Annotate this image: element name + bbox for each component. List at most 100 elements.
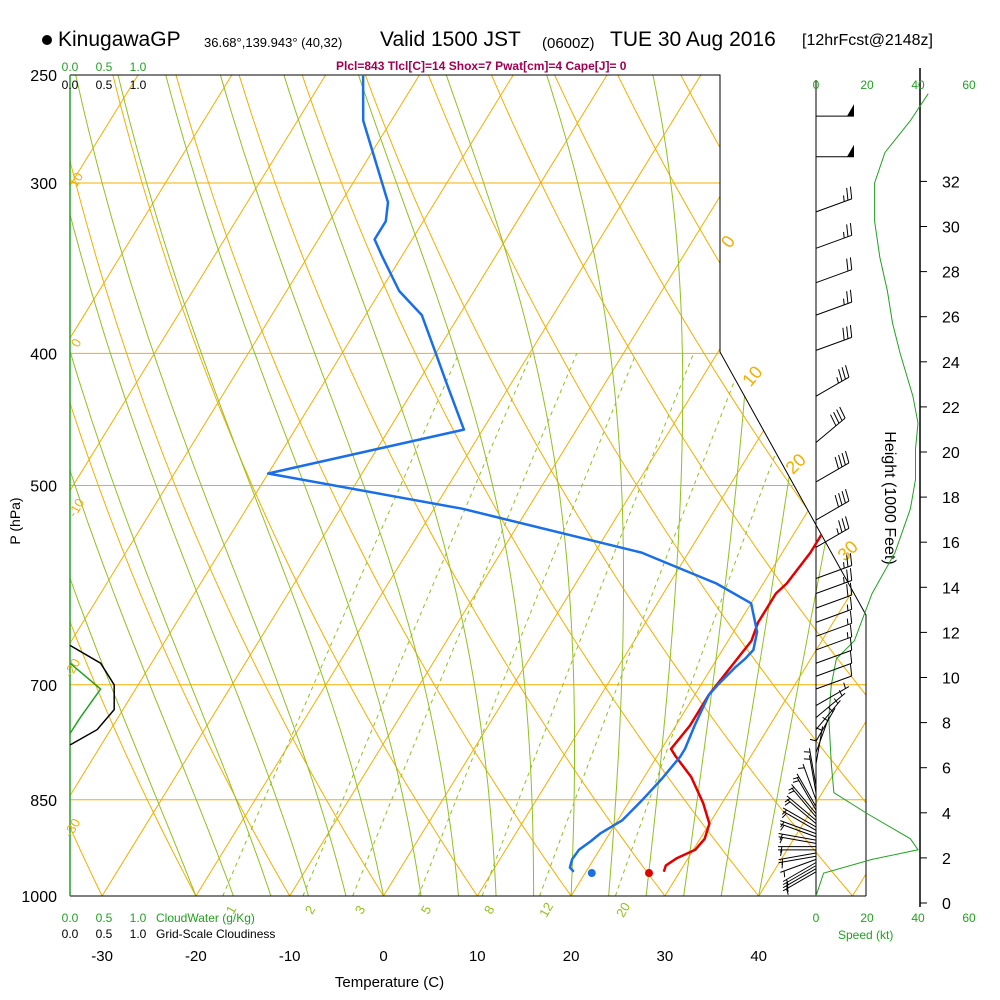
barb-staff (778, 855, 817, 864)
wind-barb (809, 736, 817, 775)
barb-staff (815, 675, 852, 690)
wind-barb (778, 846, 816, 853)
wind-barb (778, 836, 817, 844)
barb-staff (815, 269, 852, 284)
wind-barb (815, 610, 853, 637)
barb-staff (782, 862, 817, 882)
thermo-grid (70, 75, 866, 896)
barb-full-flag (849, 289, 853, 303)
pressure-tick-label: 700 (30, 678, 57, 695)
barb-full-flag (849, 663, 853, 677)
mixing-ratio-label: 8 (481, 903, 498, 917)
barb-half-flag (792, 780, 800, 783)
dry-adiabat (70, 75, 384, 896)
wind-barb (780, 823, 817, 838)
isotherm-line (476, 75, 866, 896)
wind-barb (778, 852, 817, 866)
isotherm-label: -30 (61, 816, 83, 840)
barb-half-flag (809, 738, 817, 742)
barb-full-flag (834, 494, 839, 508)
barb-staff (815, 500, 850, 521)
barb-half-flag (838, 690, 843, 697)
station-name: KinugawaGP (58, 28, 181, 51)
speed-bottom-tick: 40 (911, 911, 925, 925)
cloudiness-bottom-tick: 0.0 (62, 927, 79, 941)
wind-barb (815, 450, 850, 483)
barb-half-flag (780, 821, 785, 828)
isotherm-label: -10 (65, 496, 87, 520)
isotherm-line (289, 75, 796, 896)
wind-barb (815, 222, 853, 249)
speed-bottom-tick: 20 (860, 911, 874, 925)
wind-barb (781, 810, 817, 831)
dewpoint-curve-surface-point (587, 869, 596, 878)
moist-adiabat (75, 75, 347, 896)
moist-adiabat (445, 75, 575, 896)
barb-half-flag (786, 882, 789, 889)
cloudwater-axis-title: CloudWater (g/Kg) (156, 911, 255, 925)
barb-half-flag (798, 767, 805, 769)
barb-full-flag (849, 597, 853, 610)
barb-full-flag (849, 568, 853, 581)
barb-full-flag (841, 367, 846, 380)
wind-barb (815, 488, 850, 521)
barb-staff (815, 662, 852, 677)
moist-adiabat (70, 75, 234, 896)
station-header: KinugawaGP (42, 28, 181, 52)
mixing-ratio-label: 3 (352, 903, 369, 917)
barb-staff (782, 868, 817, 889)
height-tick-label: 6 (942, 761, 951, 778)
speed-top-tick: 20 (860, 78, 874, 92)
dry-adiabat (112, 75, 478, 896)
barb-staff (815, 234, 852, 249)
pressure-tick-label: 500 (30, 479, 57, 496)
cloudiness-profile (69, 644, 115, 746)
wind-barb (815, 624, 853, 651)
temperature-axis-title: Temperature (C) (335, 974, 444, 991)
moist-adiabat (358, 75, 535, 896)
wind-barb (815, 637, 853, 664)
barb-full-flag (845, 516, 850, 529)
wind-barb (778, 833, 817, 841)
barb-staff (778, 852, 817, 861)
barb-full-flag (842, 327, 845, 341)
barb-staff (780, 823, 817, 838)
isotherm-line (70, 75, 327, 896)
wind-barb (816, 144, 854, 158)
station-coords: 36.68°,139.943° (40,32) (204, 35, 343, 50)
isotherm-label: 10 (66, 170, 86, 190)
wind-barb (780, 820, 817, 835)
dry-adiabat (427, 75, 866, 896)
barb-staff (782, 865, 817, 886)
barb-staff (815, 692, 846, 719)
wind-barb (815, 650, 853, 677)
barb-half-flag (788, 790, 795, 795)
barb-full-flag (833, 411, 840, 424)
barb-full-flag (846, 224, 849, 237)
barb-full-flag (846, 554, 849, 567)
barb-half-flag (784, 801, 791, 806)
barb-half-flag (780, 849, 783, 856)
barb-full-flag (839, 406, 846, 419)
barb-full-flag (830, 414, 837, 427)
isotherm-label: -20 (61, 656, 83, 680)
height-tick-label: 30 (942, 220, 960, 237)
height-axis-title: Height (1000 Feet) (881, 431, 898, 564)
isotherm-line (70, 75, 420, 896)
dry-adiabat (806, 75, 866, 896)
mixing-ratio-line (481, 353, 695, 896)
barb-full-flag (834, 456, 839, 470)
height-tick-label: 4 (942, 806, 951, 823)
barb-half-flag (786, 885, 789, 892)
wind-barb (815, 663, 853, 690)
barb-staff (815, 527, 850, 548)
speed-bottom-tick: 60 (962, 911, 976, 925)
dry-adiabat (238, 75, 666, 896)
barb-staff (782, 810, 817, 831)
barb-half-flag (843, 231, 845, 239)
barb-half-flag (786, 879, 789, 886)
barb-full-flag (846, 569, 849, 582)
plot-frame (69, 68, 921, 907)
speed-top-tick: 0 (813, 78, 820, 92)
cloudiness-top-tick: 1.0 (130, 78, 147, 92)
